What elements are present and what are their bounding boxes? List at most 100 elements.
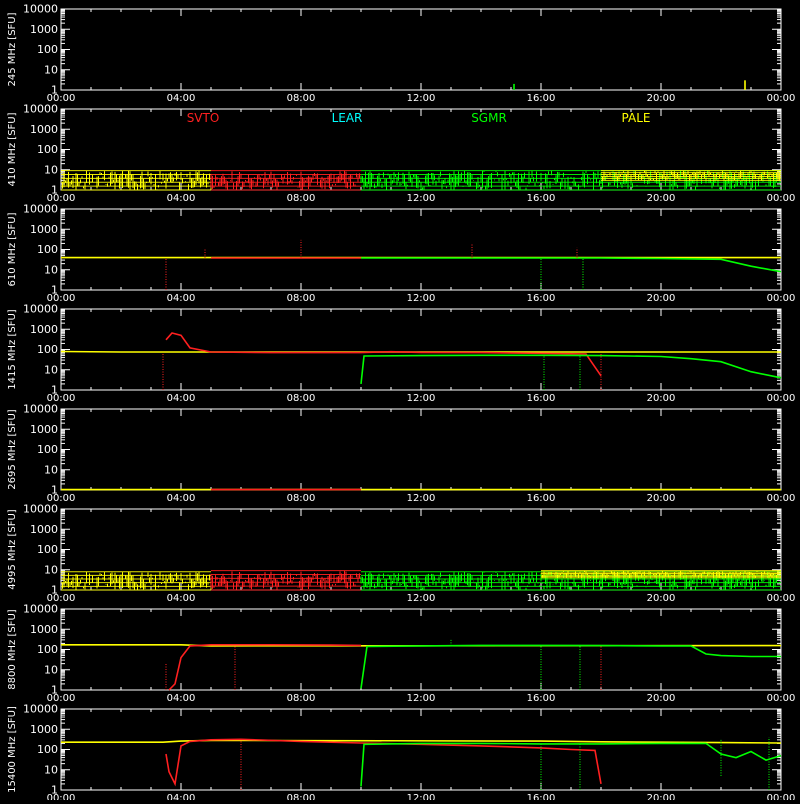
x-tick-label: 20:00 (647, 393, 676, 404)
y-tick-label: 10000 (23, 103, 58, 116)
x-tick-label: 12:00 (407, 793, 436, 800)
y-tick-label: 1000 (30, 423, 58, 436)
y-tick-label: 10 (44, 563, 58, 576)
x-tick-label: 00:00 (767, 693, 796, 704)
x-tick-label: 12:00 (407, 293, 436, 304)
x-tick-label: 12:00 (407, 93, 436, 104)
y-tick-label: 100 (37, 743, 58, 756)
x-tick-label: 00:00 (47, 693, 76, 704)
panel-7: 1 10 100 1000 10000 00:00 04:00 08:00 12:00 16:00… (7, 603, 795, 705)
panel-6: 1 10 100 1000 10000 00:00 04:00 08:00 12:00 16:00… (7, 503, 795, 605)
x-tick-label: 16:00 (527, 93, 556, 104)
x-tick-label: 00:00 (767, 493, 796, 504)
y-tick-label: 1000 (30, 223, 58, 236)
x-tick-label: 00:00 (767, 393, 796, 404)
x-tick-label: 00:00 (47, 193, 76, 204)
panel-1: 1 10 100 1000 10000 00:00 04:00 08:00 12:00 16:00… (7, 3, 795, 105)
x-tick-label: 12:00 (407, 193, 436, 204)
x-tick-label: 16:00 (527, 393, 556, 404)
y-tick-label: 100 (37, 543, 58, 556)
legend-entry-pale: PALE (622, 111, 651, 125)
x-tick-label: 08:00 (287, 193, 316, 204)
x-tick-label: 04:00 (167, 493, 196, 504)
y-axis-label: 245 MHz [SFU] (7, 12, 18, 86)
y-tick-label: 1 (51, 84, 58, 97)
x-tick-label: 08:00 (287, 393, 316, 404)
x-tick-label: 12:00 (407, 393, 436, 404)
y-axis-label: 410 MHz [SFU] (7, 112, 18, 186)
x-tick-label: 08:00 (287, 93, 316, 104)
y-tick-label: 10 (44, 63, 58, 76)
x-tick-label: 00:00 (47, 293, 76, 304)
y-axis-label: 1415 MHz [SFU] (7, 309, 18, 390)
y-tick-label: 1 (51, 284, 58, 297)
y-tick-label: 1000 (30, 623, 58, 636)
y-tick-label: 100 (37, 343, 58, 356)
legend-entry-sgmr: SGMR (471, 111, 507, 125)
x-tick-label: 20:00 (647, 593, 676, 604)
plot-frame (60, 408, 782, 491)
x-tick-label: 12:00 (407, 493, 436, 504)
y-tick-label: 100 (37, 43, 58, 56)
x-tick-label: 16:00 (527, 793, 556, 800)
x-tick-label: 00:00 (47, 593, 76, 604)
noise-band (60, 170, 212, 191)
series-line-svto (168, 643, 362, 691)
series-line-svto (165, 738, 602, 787)
y-tick-label: 1 (51, 384, 58, 397)
panel-8: 1 10 100 1000 10000 00:00 04:00 08:00 12:00 16:00… (7, 703, 796, 804)
x-tick-label: 08:00 (287, 293, 316, 304)
y-tick-label: 100 (37, 143, 58, 156)
x-tick-label: 04:00 (167, 693, 196, 704)
x-tick-label: 08:00 (287, 793, 316, 800)
noise-band (210, 570, 361, 591)
y-tick-label: 1 (51, 584, 58, 597)
x-tick-label: 00:00 (767, 793, 796, 800)
x-tick-label: 20:00 (647, 293, 676, 304)
noise-band (60, 571, 212, 591)
x-tick-label: 00:00 (47, 793, 76, 800)
x-tick-label: 20:00 (647, 793, 676, 800)
series-line-pale (61, 739, 782, 744)
x-tick-label: 04:00 (167, 293, 196, 304)
x-tick-label: 08:00 (287, 493, 316, 504)
noise-band (210, 170, 361, 191)
x-tick-label: 16:00 (527, 193, 556, 204)
x-tick-label: 20:00 (647, 693, 676, 704)
x-tick-label: 12:00 (407, 693, 436, 704)
y-tick-label: 1 (51, 784, 58, 797)
y-tick-label: 100 (37, 643, 58, 656)
y-axis-label: 610 MHz [SFU] (7, 212, 18, 286)
y-tick-label: 10000 (23, 303, 58, 316)
series-line-svto (165, 332, 602, 377)
x-tick-label: 04:00 (167, 793, 196, 800)
x-tick-label: 16:00 (527, 293, 556, 304)
y-tick-label: 1000 (30, 723, 58, 736)
x-tick-label: 00:00 (767, 93, 796, 104)
y-tick-label: 10 (44, 763, 58, 776)
series-line-sgmr (360, 742, 782, 787)
y-tick-label: 100 (37, 243, 58, 256)
y-tick-label: 10000 (23, 703, 58, 716)
y-tick-label: 1000 (30, 523, 58, 536)
x-tick-label: 20:00 (647, 493, 676, 504)
x-tick-label: 04:00 (167, 193, 196, 204)
y-tick-label: 100 (37, 443, 58, 456)
y-tick-label: 10 (44, 263, 58, 276)
x-tick-label: 00:00 (767, 193, 796, 204)
series-line-sgmr (361, 257, 782, 273)
plot-frame (60, 608, 782, 691)
plot-frame (60, 208, 782, 291)
y-tick-label: 10000 (23, 3, 58, 16)
y-tick-label: 1 (51, 484, 58, 497)
noise-band (600, 170, 781, 181)
x-tick-label: 20:00 (647, 193, 676, 204)
plot-frame (60, 708, 782, 791)
x-tick-label: 04:00 (167, 593, 196, 604)
x-tick-label: 16:00 (527, 693, 556, 704)
y-axis-label: 8800 MHz [SFU] (7, 609, 18, 690)
x-tick-label: 04:00 (167, 93, 196, 104)
y-tick-label: 10 (44, 163, 58, 176)
x-tick-label: 08:00 (287, 693, 316, 704)
